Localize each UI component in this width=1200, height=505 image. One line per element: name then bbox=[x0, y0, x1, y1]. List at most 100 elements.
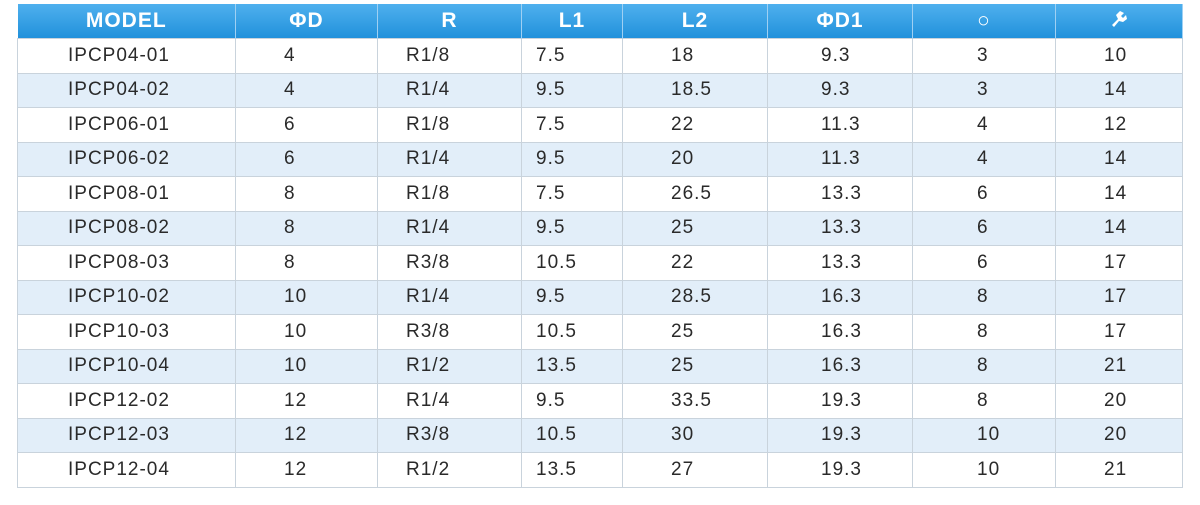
value-cell: 6 bbox=[912, 176, 1056, 212]
header-cell: ○ bbox=[912, 4, 1056, 39]
table-row: IPCP04-02 4 R1/4 9.5 18.5 9.3 3 14 bbox=[17, 72, 1183, 108]
value-cell: R1/4 bbox=[377, 383, 522, 419]
value-cell: 10 bbox=[912, 452, 1056, 488]
value-cell: R1/4 bbox=[377, 72, 522, 108]
model-cell: IPCP10-03 bbox=[17, 314, 236, 350]
value-cell: 12 bbox=[235, 417, 378, 453]
spec-table-wrap: MODEL ΦD R L1 L2 ΦD1 ○ IPCP04-01 4 R1/8 7.5 18 9.3 3… bbox=[17, 4, 1183, 488]
header-cell bbox=[1055, 4, 1183, 39]
value-cell: 9.5 bbox=[521, 141, 623, 177]
table-row: IPCP06-02 6 R1/4 9.5 20 11.3 4 14 bbox=[17, 141, 1183, 177]
value-cell: R1/4 bbox=[377, 210, 522, 246]
value-cell: 8 bbox=[912, 383, 1056, 419]
value-cell: 19.3 bbox=[767, 417, 913, 453]
model-cell: IPCP10-04 bbox=[17, 348, 236, 384]
table-row: IPCP04-01 4 R1/8 7.5 18 9.3 3 10 bbox=[17, 38, 1183, 74]
value-cell: 13.3 bbox=[767, 210, 913, 246]
value-cell: 6 bbox=[912, 245, 1056, 281]
value-cell: 10 bbox=[235, 314, 378, 350]
table-row: IPCP08-01 8 R1/8 7.5 26.5 13.3 6 14 bbox=[17, 176, 1183, 212]
header-cell: ΦD1 bbox=[767, 4, 913, 39]
value-cell: 25 bbox=[622, 348, 768, 384]
value-cell: 14 bbox=[1055, 141, 1183, 177]
value-cell: 17 bbox=[1055, 279, 1183, 315]
table-row: IPCP10-02 10 R1/4 9.5 28.5 16.3 8 17 bbox=[17, 279, 1183, 315]
value-cell: 3 bbox=[912, 72, 1056, 108]
value-cell: R1/4 bbox=[377, 279, 522, 315]
model-cell: IPCP12-03 bbox=[17, 417, 236, 453]
value-cell: 16.3 bbox=[767, 348, 913, 384]
value-cell: 10 bbox=[235, 279, 378, 315]
value-cell: R1/8 bbox=[377, 107, 522, 143]
value-cell: R1/4 bbox=[377, 141, 522, 177]
value-cell: R1/2 bbox=[377, 348, 522, 384]
value-cell: 14 bbox=[1055, 210, 1183, 246]
value-cell: 13.3 bbox=[767, 245, 913, 281]
table-row: IPCP10-03 10 R3/8 10.5 25 16.3 8 17 bbox=[17, 314, 1183, 350]
model-cell: IPCP12-02 bbox=[17, 383, 236, 419]
value-cell: 10 bbox=[912, 417, 1056, 453]
header-cell: ΦD bbox=[235, 4, 378, 39]
table-row: IPCP06-01 6 R1/8 7.5 22 11.3 4 12 bbox=[17, 107, 1183, 143]
model-cell: IPCP06-02 bbox=[17, 141, 236, 177]
value-cell: 8 bbox=[235, 210, 378, 246]
value-cell: 11.3 bbox=[767, 107, 913, 143]
header-cell: L2 bbox=[622, 4, 768, 39]
table-row: IPCP12-04 12 R1/2 13.5 27 19.3 10 21 bbox=[17, 452, 1183, 488]
table-row: IPCP08-02 8 R1/4 9.5 25 13.3 6 14 bbox=[17, 210, 1183, 246]
value-cell: 8 bbox=[912, 314, 1056, 350]
value-cell: 8 bbox=[912, 279, 1056, 315]
value-cell: 7.5 bbox=[521, 107, 623, 143]
value-cell: R3/8 bbox=[377, 245, 522, 281]
value-cell: 19.3 bbox=[767, 452, 913, 488]
value-cell: 3 bbox=[912, 38, 1056, 74]
wrench-icon bbox=[1112, 11, 1127, 27]
value-cell: 13.5 bbox=[521, 348, 623, 384]
value-cell: 26.5 bbox=[622, 176, 768, 212]
value-cell: 8 bbox=[235, 176, 378, 212]
value-cell: 21 bbox=[1055, 452, 1183, 488]
table-body: IPCP04-01 4 R1/8 7.5 18 9.3 3 10 IPCP04-02 4 R1/4 9… bbox=[17, 38, 1183, 488]
value-cell: 10 bbox=[235, 348, 378, 384]
value-cell: 21 bbox=[1055, 348, 1183, 384]
value-cell: 30 bbox=[622, 417, 768, 453]
header-cell: R bbox=[377, 4, 522, 39]
value-cell: 28.5 bbox=[622, 279, 768, 315]
value-cell: 12 bbox=[235, 452, 378, 488]
header-cell: MODEL bbox=[17, 4, 236, 39]
header-row: MODEL ΦD R L1 L2 ΦD1 ○ bbox=[17, 4, 1183, 39]
spec-table: MODEL ΦD R L1 L2 ΦD1 ○ IPCP04-01 4 R1/8 7.5 18 9.3 3… bbox=[17, 4, 1183, 488]
value-cell: 9.5 bbox=[521, 383, 623, 419]
value-cell: 10.5 bbox=[521, 417, 623, 453]
model-cell: IPCP04-02 bbox=[17, 72, 236, 108]
value-cell: 4 bbox=[235, 38, 378, 74]
value-cell: R1/8 bbox=[377, 176, 522, 212]
value-cell: 6 bbox=[235, 141, 378, 177]
value-cell: 8 bbox=[235, 245, 378, 281]
value-cell: 4 bbox=[235, 72, 378, 108]
model-cell: IPCP08-03 bbox=[17, 245, 236, 281]
value-cell: 22 bbox=[622, 245, 768, 281]
model-cell: IPCP06-01 bbox=[17, 107, 236, 143]
value-cell: 9.3 bbox=[767, 72, 913, 108]
value-cell: 6 bbox=[912, 210, 1056, 246]
value-cell: 16.3 bbox=[767, 279, 913, 315]
value-cell: 10.5 bbox=[521, 314, 623, 350]
table-row: IPCP12-02 12 R1/4 9.5 33.5 19.3 8 20 bbox=[17, 383, 1183, 419]
value-cell: 12 bbox=[235, 383, 378, 419]
table-row: IPCP12-03 12 R3/8 10.5 30 19.3 10 20 bbox=[17, 417, 1183, 453]
value-cell: 13.3 bbox=[767, 176, 913, 212]
value-cell: 14 bbox=[1055, 72, 1183, 108]
model-cell: IPCP04-01 bbox=[17, 38, 236, 74]
model-cell: IPCP08-01 bbox=[17, 176, 236, 212]
value-cell: 18 bbox=[622, 38, 768, 74]
header-cell: L1 bbox=[521, 4, 623, 39]
value-cell: 14 bbox=[1055, 176, 1183, 212]
value-cell: 25 bbox=[622, 314, 768, 350]
value-cell: 9.5 bbox=[521, 72, 623, 108]
value-cell: 9.5 bbox=[521, 210, 623, 246]
value-cell: 27 bbox=[622, 452, 768, 488]
value-cell: R3/8 bbox=[377, 417, 522, 453]
table-row: IPCP08-03 8 R3/8 10.5 22 13.3 6 17 bbox=[17, 245, 1183, 281]
